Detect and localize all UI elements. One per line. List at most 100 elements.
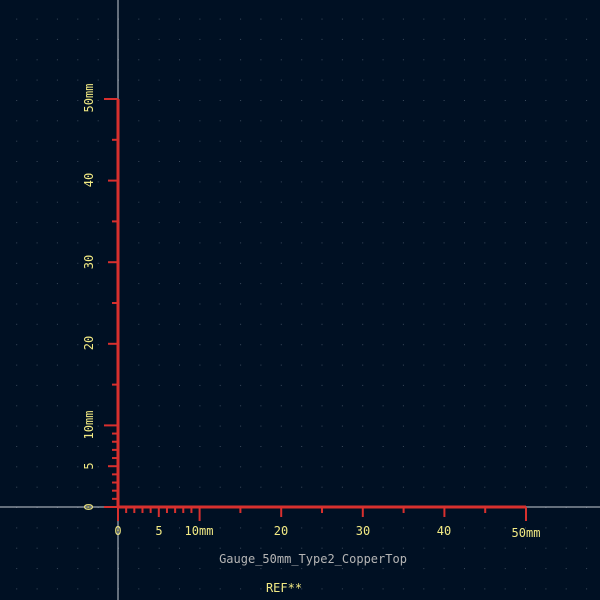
grid-dot: [423, 425, 425, 427]
grid-dot: [260, 446, 262, 447]
grid-dot: [138, 262, 140, 264]
grid-dot: [280, 466, 282, 468]
grid-dot: [301, 79, 303, 81]
grid-dot: [199, 201, 201, 203]
grid-dot: [321, 18, 323, 20]
grid-dot: [443, 527, 445, 529]
grid-dot: [402, 486, 404, 488]
grid-dot: [504, 100, 506, 101]
x-label-20: 20: [274, 524, 288, 538]
grid-dot: [301, 201, 303, 203]
grid-dot: [97, 161, 99, 162]
grid-dot: [565, 446, 567, 447]
grid-dot: [525, 38, 526, 40]
grid-dot: [464, 588, 465, 590]
grid-dot: [260, 547, 262, 549]
grid-dot: [138, 405, 140, 407]
grid-dot: [586, 222, 588, 224]
grid-dot: [362, 283, 364, 285]
grid-dot: [341, 283, 343, 285]
grid-dot: [464, 140, 465, 142]
grid-dot: [179, 384, 180, 386]
footprint-value-text[interactable]: Gauge_50mm_Type2_CopperTop: [219, 552, 407, 566]
grid-dot: [402, 222, 404, 224]
grid-dot: [260, 283, 262, 285]
grid-dot: [545, 384, 547, 386]
grid-dot: [240, 222, 242, 224]
grid-dot: [260, 486, 262, 488]
grid-dot: [179, 466, 180, 468]
grid-dot: [240, 303, 242, 305]
grid-dot: [199, 486, 201, 488]
grid-dot: [16, 303, 18, 305]
grid-dot: [423, 79, 425, 81]
grid-dot: [158, 18, 160, 20]
grid-dot: [443, 405, 445, 407]
grid-dot: [525, 323, 526, 325]
grid-dot: [36, 527, 38, 529]
grid-dot: [219, 364, 221, 366]
grid-dot: [138, 18, 140, 20]
grid-dot: [443, 384, 445, 386]
grid-dot: [484, 140, 486, 142]
grid-dot: [545, 201, 547, 203]
grid-dot: [525, 222, 526, 224]
grid-dot: [97, 405, 99, 407]
grid-dot: [138, 222, 140, 224]
grid-dot: [280, 588, 282, 590]
grid-dot: [321, 161, 323, 162]
grid-dot: [301, 486, 303, 488]
grid-dot: [219, 262, 221, 264]
grid-dot: [545, 344, 547, 346]
grid-dot: [280, 486, 282, 488]
grid-dot: [443, 161, 445, 162]
grid-dot: [586, 466, 588, 468]
grid-dot: [199, 425, 201, 427]
y-label-30: 30: [82, 255, 96, 269]
grid-dot: [423, 18, 425, 20]
grid-dot: [443, 344, 445, 346]
grid-dot: [504, 384, 506, 386]
grid-dot: [484, 222, 486, 224]
grid-dot: [443, 242, 445, 244]
grid-dot: [179, 446, 180, 447]
grid-dot: [402, 242, 404, 244]
grid-dot: [301, 547, 303, 549]
grid-dot: [260, 201, 262, 203]
grid-dot: [423, 527, 425, 529]
grid-dot: [280, 323, 282, 325]
grid-dot: [525, 181, 526, 183]
grid-dot: [443, 466, 445, 468]
grid-dot: [179, 38, 180, 40]
grid-dot: [525, 588, 526, 590]
grid-dot: [423, 120, 425, 122]
grid-dot: [382, 140, 384, 142]
grid-dot: [36, 303, 38, 305]
grid-dot: [382, 588, 384, 590]
grid-dot: [341, 181, 343, 183]
grid-dot: [402, 446, 404, 447]
grid-dot: [545, 140, 547, 142]
footprint-reference-text[interactable]: REF**: [266, 581, 302, 595]
grid-dot: [484, 547, 486, 549]
grid-dot: [586, 527, 588, 529]
grid-dot: [240, 242, 242, 244]
grid-dot: [423, 242, 425, 244]
grid-dot: [525, 384, 526, 386]
grid-dot: [240, 323, 242, 325]
grid-dot: [138, 547, 140, 549]
grid-dot: [77, 446, 79, 447]
grid-dot: [158, 79, 160, 81]
grid-dot: [565, 140, 567, 142]
grid-dot: [484, 100, 486, 101]
grid-dot: [525, 100, 526, 101]
grid-dot: [280, 384, 282, 386]
grid-dot: [464, 283, 465, 285]
grid-dot: [219, 588, 221, 590]
gauge-footprint[interactable]: [104, 98, 527, 521]
grid-dot: [56, 59, 58, 61]
grid-dot: [362, 364, 364, 366]
grid-dot: [97, 79, 99, 81]
